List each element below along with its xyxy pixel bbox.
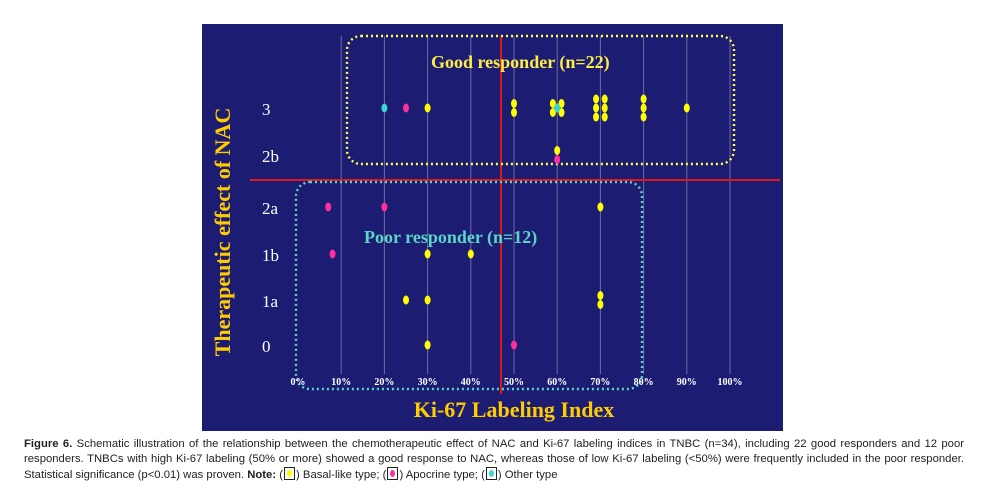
data-point bbox=[467, 249, 474, 259]
x-tick-label: 50% bbox=[504, 377, 524, 388]
data-point bbox=[424, 295, 431, 305]
x-tick-label: 70% bbox=[590, 377, 610, 388]
good-responder-label: Good responder (n=22) bbox=[431, 52, 610, 73]
data-point bbox=[329, 249, 336, 259]
data-point bbox=[554, 155, 561, 164]
y-tick-label: 1b bbox=[262, 246, 279, 265]
x-tick-label: 90% bbox=[677, 377, 697, 388]
y-tick-label: 1a bbox=[262, 292, 279, 311]
data-point bbox=[549, 99, 556, 108]
data-point bbox=[683, 103, 690, 113]
data-point bbox=[601, 94, 608, 104]
data-point bbox=[381, 103, 388, 113]
data-point bbox=[554, 146, 561, 155]
data-point bbox=[511, 108, 517, 117]
data-point bbox=[558, 99, 565, 108]
x-tick-label: 30% bbox=[418, 377, 438, 388]
data-point bbox=[511, 340, 517, 350]
good-responder-box bbox=[345, 34, 736, 166]
figure-caption: Figure 6. Schematic illustration of the … bbox=[24, 437, 964, 483]
x-axis-title: Ki-67 Labeling Index bbox=[414, 397, 614, 422]
data-point bbox=[601, 112, 608, 122]
poor-responder-label: Poor responder (n=12) bbox=[364, 227, 537, 248]
data-point bbox=[424, 340, 431, 350]
data-point bbox=[597, 202, 604, 212]
data-point bbox=[558, 108, 565, 117]
basal-like-swatch-icon bbox=[284, 467, 296, 480]
legend-apocrine: Apocrine type; bbox=[405, 469, 478, 481]
data-point bbox=[403, 295, 409, 305]
data-point bbox=[593, 94, 600, 104]
data-point bbox=[549, 108, 556, 117]
x-tick-label: 80% bbox=[634, 377, 654, 388]
data-point bbox=[511, 99, 517, 108]
y-tick-label: 3 bbox=[262, 100, 271, 119]
y-tick-label: 0 bbox=[262, 337, 271, 356]
x-tick-label: 40% bbox=[461, 377, 481, 388]
data-point bbox=[640, 103, 647, 113]
y-axis-title: Therapeutic effect of NAC bbox=[210, 108, 235, 357]
chart-svg: Good responder (n=22) Poor responder (n=1… bbox=[210, 34, 780, 422]
data-point bbox=[424, 249, 431, 259]
y-tick-label: 2b bbox=[262, 147, 279, 166]
data-point bbox=[640, 94, 647, 104]
x-tick-label: 100% bbox=[718, 377, 743, 388]
data-point bbox=[601, 103, 608, 113]
apocrine-swatch-icon bbox=[387, 467, 399, 480]
legend-basal-like: Basal-like type; bbox=[302, 469, 380, 481]
chart-panel: Good responder (n=22) Poor responder (n=1… bbox=[202, 24, 783, 431]
caption-note-label: Note: bbox=[247, 469, 277, 481]
caption-legend: () Basal-like type; () Apocrine type; ()… bbox=[279, 467, 558, 481]
data-point bbox=[597, 291, 604, 300]
y-tick-label: 2a bbox=[262, 199, 279, 218]
x-tick-label: 0% bbox=[291, 377, 306, 388]
legend-other: Other type bbox=[504, 469, 558, 481]
x-tick-label: 10% bbox=[331, 377, 351, 388]
data-point bbox=[593, 103, 600, 113]
caption-text: Schematic illustration of the relationsh… bbox=[24, 438, 964, 481]
data-point bbox=[597, 300, 604, 309]
x-tick-label: 20% bbox=[374, 377, 394, 388]
data-point bbox=[403, 103, 409, 113]
poor-responder-box bbox=[294, 180, 644, 391]
data-point bbox=[640, 112, 647, 122]
x-tick-label: 60% bbox=[547, 377, 567, 388]
data-point bbox=[381, 202, 388, 212]
caption-figure-label: Figure 6. bbox=[24, 438, 73, 450]
data-point bbox=[424, 103, 431, 113]
data-point bbox=[325, 202, 332, 212]
data-point bbox=[593, 112, 600, 122]
data-point bbox=[554, 103, 561, 113]
other-swatch-icon bbox=[485, 467, 497, 480]
